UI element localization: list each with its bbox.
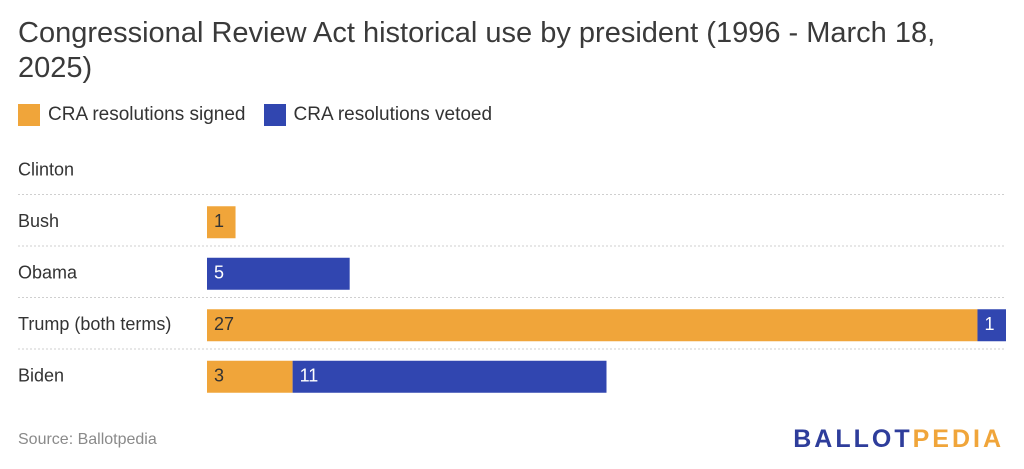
- bar-vetoed: [977, 309, 1006, 342]
- data-label: 27: [214, 314, 234, 334]
- bar-signed: [207, 360, 293, 393]
- legend-swatch-vetoed: [263, 104, 286, 126]
- category-label: Obama: [18, 263, 78, 283]
- legend-item-signed: CRA resolutions signed: [18, 104, 246, 126]
- legend: CRA resolutions signed CRA resolutions v…: [18, 104, 510, 126]
- category-label: Clinton: [18, 160, 74, 180]
- category-label: Biden: [18, 366, 64, 386]
- category-label: Bush: [18, 211, 59, 231]
- legend-label-vetoed: CRA resolutions vetoed: [293, 104, 493, 125]
- ballotpedia-logo: BALLOT PEDIA: [793, 425, 1004, 454]
- bar-signed: [207, 206, 236, 239]
- category-label: Trump (both terms): [18, 314, 171, 334]
- bar-signed: [207, 309, 978, 342]
- data-label: 3: [214, 366, 224, 386]
- legend-swatch-signed: [18, 104, 40, 126]
- data-label: 1: [214, 211, 224, 231]
- data-label: 1: [984, 314, 994, 334]
- logo-part-pedia: PEDIA: [912, 425, 1004, 453]
- chart-title: Congressional Review Act historical use …: [18, 17, 936, 84]
- source-note: Source: Ballotpedia: [18, 431, 157, 448]
- legend-label-signed: CRA resolutions signed: [48, 104, 246, 125]
- data-label: 11: [300, 366, 319, 386]
- bar-vetoed: [292, 360, 607, 393]
- bar-vetoed: [207, 257, 350, 290]
- data-label: 5: [214, 263, 224, 283]
- logo-part-ballot: BALLOT: [793, 425, 913, 453]
- legend-item-vetoed: CRA resolutions vetoed: [263, 104, 493, 126]
